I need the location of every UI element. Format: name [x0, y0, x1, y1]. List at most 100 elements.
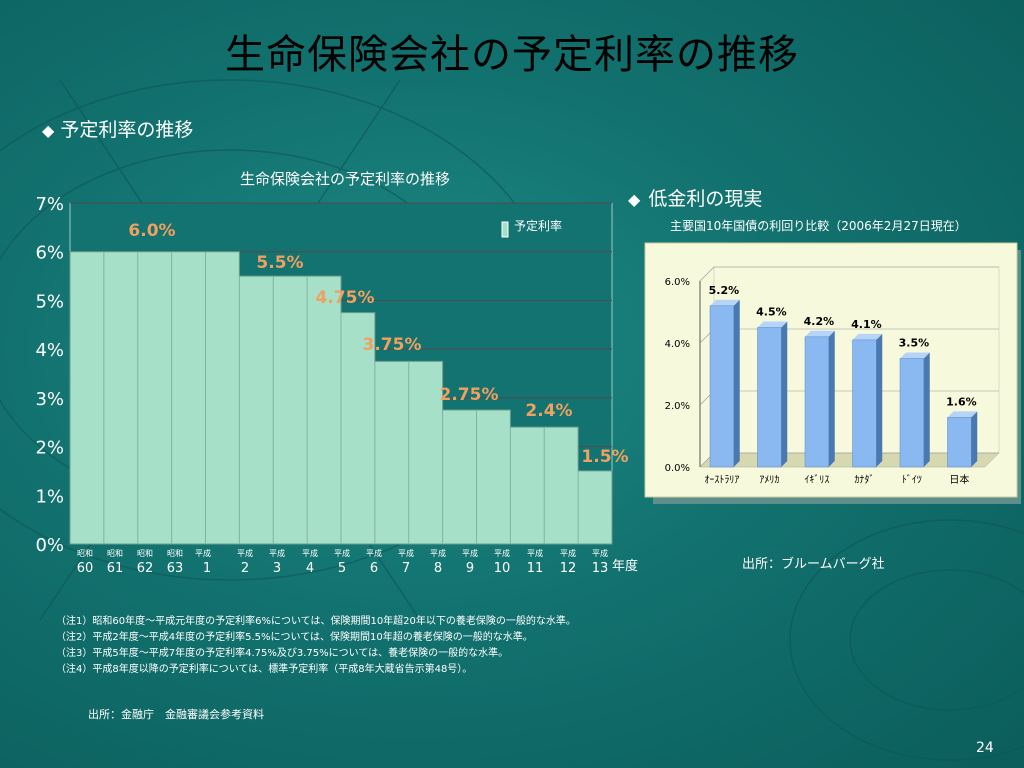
bar-category-label: ﾄﾞｲﾂ: [902, 474, 922, 486]
bullet-label: 低金利の現実: [648, 188, 763, 210]
bar-side: [876, 333, 883, 467]
page-number: 24: [976, 740, 994, 756]
bond-y-tick-label: 6.0%: [665, 277, 690, 288]
gridline-depth: [699, 266, 715, 282]
bar: [804, 336, 829, 468]
bond-source: 出所：ブルームバーグ社: [742, 557, 885, 572]
bar-value-label: 5.2%: [709, 284, 740, 297]
diamond-bullet-icon: ◆: [628, 190, 641, 209]
bar-value-label: 3.5%: [899, 337, 930, 350]
x-tick-year: 1: [203, 561, 211, 576]
data-label: 6.0%: [128, 221, 175, 241]
x-tick-era: 平成: [302, 548, 318, 558]
y-tick-label: 6%: [35, 243, 64, 264]
bar-value-label: 4.5%: [756, 306, 787, 319]
x-tick-year: 9: [466, 561, 474, 576]
bar: [947, 417, 972, 468]
main-chart-title: 生命保険会社の予定利率の推移: [239, 170, 450, 188]
bar-category-label: ｵｰｽﾄﾗﾘｱ: [704, 474, 739, 486]
legend-swatch: [501, 221, 509, 238]
bar-side: [923, 352, 930, 467]
data-label: 2.4%: [525, 401, 572, 421]
y-tick-label: 1%: [35, 486, 64, 507]
x-tick-year: 8: [434, 561, 442, 576]
bullet-rate-history: ◆ 予定利率の推移: [42, 115, 193, 142]
x-tick-year: 60: [77, 561, 94, 576]
y-tick-label: 4%: [35, 340, 64, 361]
y-tick-label: 2%: [35, 438, 64, 459]
x-tick-year: 6: [370, 561, 378, 576]
x-tick-year: 62: [137, 561, 154, 576]
bar-top: [757, 321, 788, 328]
bar-top: [900, 352, 930, 359]
x-tick-year: 61: [107, 561, 124, 576]
x-tick-era: 平成: [494, 548, 510, 558]
bar-category-label: ｱﾒﾘｶ: [759, 474, 779, 486]
data-label: 4.75%: [316, 288, 375, 308]
x-tick-era: 昭和: [167, 549, 183, 558]
bar-value-label: 4.1%: [851, 318, 882, 331]
bar-top: [710, 299, 740, 306]
x-tick-year: 13: [592, 561, 609, 576]
legend-label: 予定利率: [514, 218, 562, 233]
bar: [852, 339, 877, 468]
data-label: 3.75%: [363, 335, 422, 355]
x-tick-era: 昭和: [107, 549, 123, 558]
bar-top: [852, 333, 883, 340]
x-tick-era: 昭和: [137, 549, 153, 558]
x-tick-year: 4: [306, 561, 314, 576]
x-tick-era: 平成: [560, 548, 576, 558]
x-tick-year: 12: [560, 561, 577, 576]
x-tick-era: 平成: [462, 548, 478, 558]
bond-y-tick-label: 2.0%: [665, 401, 690, 412]
bar-side: [971, 411, 978, 467]
x-tick-year: 11: [527, 561, 544, 576]
bar-top: [805, 330, 835, 337]
y-tick-label: 3%: [35, 389, 64, 410]
bar-category-label: ｲｷﾞﾘｽ: [804, 474, 829, 486]
bar-side: [828, 330, 835, 467]
data-label: 1.5%: [581, 447, 628, 467]
note-4: （注4）平成8年度以降の予定利率については、標準予定利率（平成8年大蔵省告示第4…: [56, 664, 473, 675]
x-tick-year: 3: [273, 561, 281, 576]
bar: [899, 358, 924, 468]
diamond-bullet-icon: ◆: [42, 121, 55, 140]
x-tick-era: 平成: [237, 548, 253, 558]
bar-value-label: 4.2%: [804, 315, 835, 328]
bond-chart-subtitle: 主要国10年国債の利回り比較（2006年2月27日現在）: [670, 219, 967, 233]
note-1: （注1）昭和60年度～平成元年度の予定利率6%については、保険期間10年超20年…: [56, 616, 576, 627]
data-label: 5.5%: [256, 253, 303, 273]
bullet-low-rate: ◆ 低金利の現実: [628, 184, 762, 211]
x-tick-era: 平成: [398, 548, 414, 558]
x-tick-year: 63: [167, 561, 184, 576]
note-3: （注3）平成5年度～平成7年度の予定利率4.75%及び3.75%については、養老…: [56, 648, 509, 659]
y-tick-label: 0%: [35, 535, 64, 556]
bar: [757, 327, 782, 468]
x-tick-era: 平成: [592, 548, 608, 558]
data-label: 2.75%: [440, 385, 499, 405]
bar-side: [733, 299, 740, 467]
y-tick-label: 7%: [35, 194, 64, 215]
x-tick-era: 平成: [527, 548, 543, 558]
bond-y-tick-label: 4.0%: [665, 339, 690, 350]
x-tick-era: 平成: [269, 548, 285, 558]
bar: [709, 305, 734, 468]
bar-side: [781, 321, 788, 467]
x-tick-year: 5: [338, 561, 346, 576]
x-tick-era: 平成: [195, 548, 211, 558]
note-2: （注2）平成2年度～平成4年度の予定利率5.5%については、保険期間10年超の養…: [56, 632, 533, 643]
slide-title: 生命保険会社の予定利率の推移: [225, 32, 799, 78]
bond-y-tick-label: 0.0%: [665, 463, 690, 474]
x-tick-year: 2: [241, 561, 249, 576]
bar-category-label: 日本: [949, 473, 969, 486]
x-axis-label: 年度: [612, 558, 638, 574]
bar-top: [947, 411, 978, 418]
x-tick-era: 平成: [430, 548, 446, 558]
y-tick-label: 5%: [35, 291, 64, 312]
x-tick-era: 平成: [366, 548, 382, 558]
bullet-label: 予定利率の推移: [60, 119, 194, 141]
x-tick-year: 10: [494, 561, 511, 576]
x-tick-era: 昭和: [77, 549, 93, 558]
